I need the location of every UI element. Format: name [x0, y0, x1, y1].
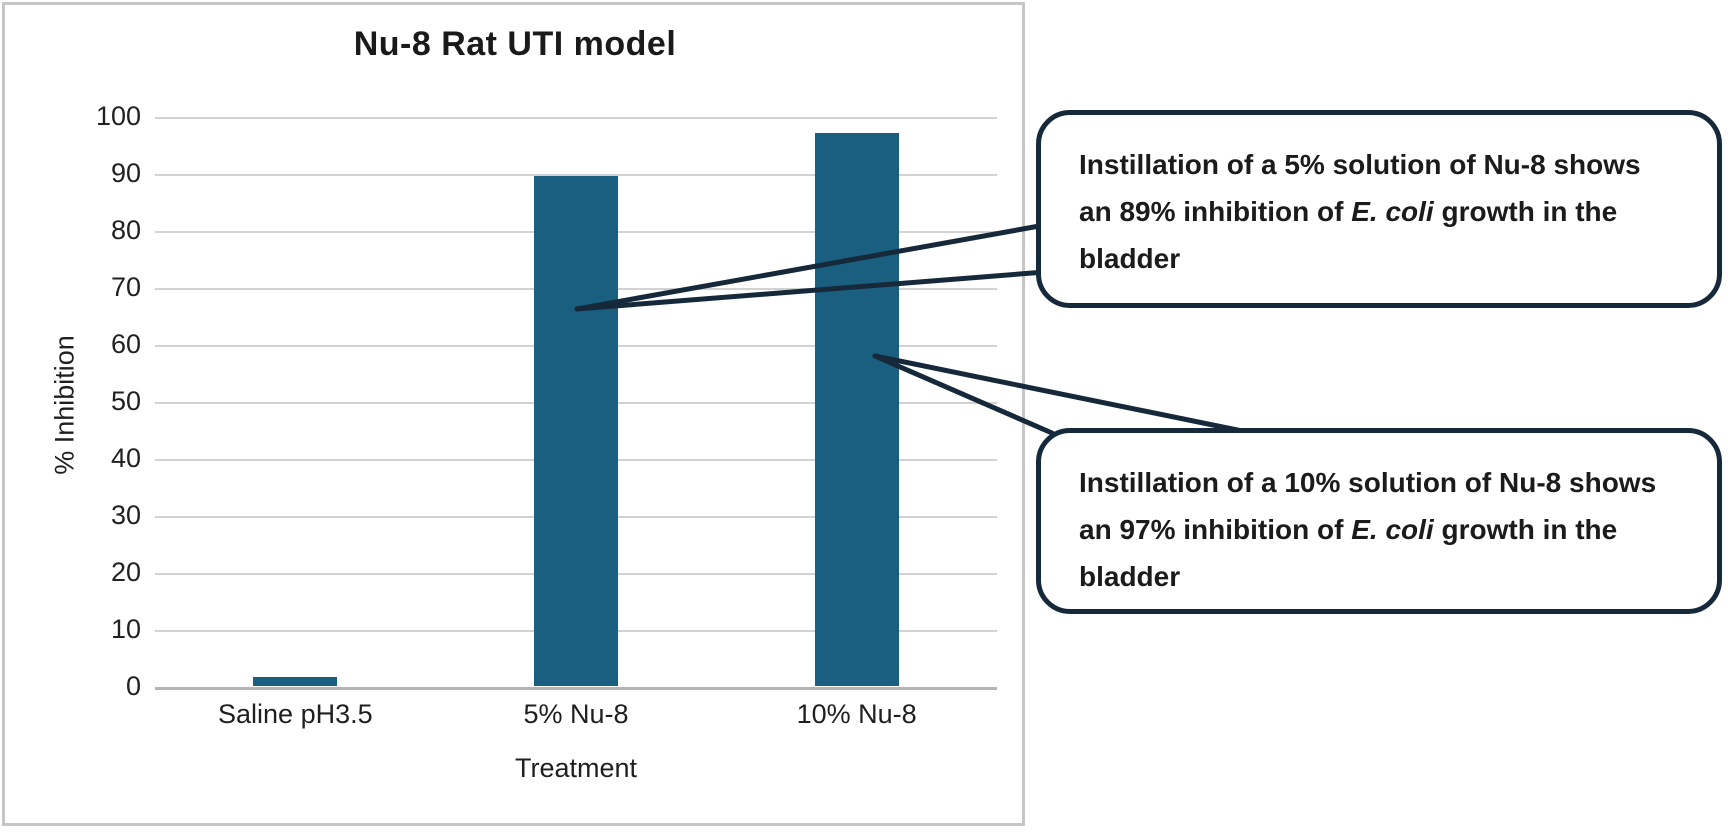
y-tick-label: 30: [110, 500, 141, 530]
y-tick-label: 50: [110, 386, 141, 416]
x-tick-label: Saline pH3.5: [218, 699, 373, 729]
bar-slot: [155, 116, 435, 686]
y-tick-label: 80: [110, 215, 141, 245]
gridline: [155, 174, 997, 176]
bars-row: [155, 116, 997, 686]
callout-10pct-text: Instillation of a 10% solution of Nu-8 s…: [1079, 459, 1679, 600]
y-tick-label: 20: [110, 557, 141, 587]
y-tick-label: 40: [110, 443, 141, 473]
callout-5pct-text: Instillation of a 5% solution of Nu-8 sh…: [1079, 141, 1679, 282]
bar-5-nu-8: [533, 175, 618, 686]
bar-saline-ph3-5: [253, 677, 338, 686]
bar-10-nu-8: [814, 133, 899, 686]
x-tick-label: 5% Nu-8: [523, 699, 629, 729]
callout-text-segment: Instillation of a 10% solution of Nu-8 s…: [1079, 467, 1657, 545]
x-axis-ticks: Saline pH3.5 5% Nu-8 10% Nu-8: [155, 699, 997, 730]
y-tick-label: 70: [110, 272, 141, 302]
x-axis-title: Treatment: [514, 753, 638, 783]
callout-text-segment: Instillation of a 5% solution of Nu-8 sh…: [1079, 149, 1641, 227]
bar-slot: [436, 116, 716, 686]
chart-title: Nu-8 Rat UTI model: [353, 25, 677, 63]
chart-panel: Nu-8 Rat UTI model % Inhibition 0 10 20 30 4…: [2, 2, 1025, 826]
bar-slot: [717, 116, 997, 686]
callout-text-segment: E. coli: [1351, 514, 1434, 545]
y-tick-label: 0: [125, 671, 141, 701]
x-tick-label: 10% Nu-8: [796, 699, 917, 729]
x-axis-line: [155, 687, 997, 690]
gridline: [155, 117, 997, 119]
y-tick-label: 90: [110, 158, 141, 188]
y-tick-label: 60: [110, 329, 141, 359]
callout-text-segment: growth in the bladder: [1079, 514, 1618, 592]
callout-text-segment: E. coli: [1351, 196, 1434, 227]
callout-10pct: Instillation of a 10% solution of Nu-8 s…: [1036, 428, 1722, 614]
callout-5pct: Instillation of a 5% solution of Nu-8 sh…: [1036, 110, 1722, 308]
y-tick-label: 100: [95, 101, 141, 131]
callout-text-segment: growth in the bladder: [1079, 196, 1618, 274]
plot-area: [155, 116, 997, 690]
y-tick-label: 10: [110, 614, 141, 644]
